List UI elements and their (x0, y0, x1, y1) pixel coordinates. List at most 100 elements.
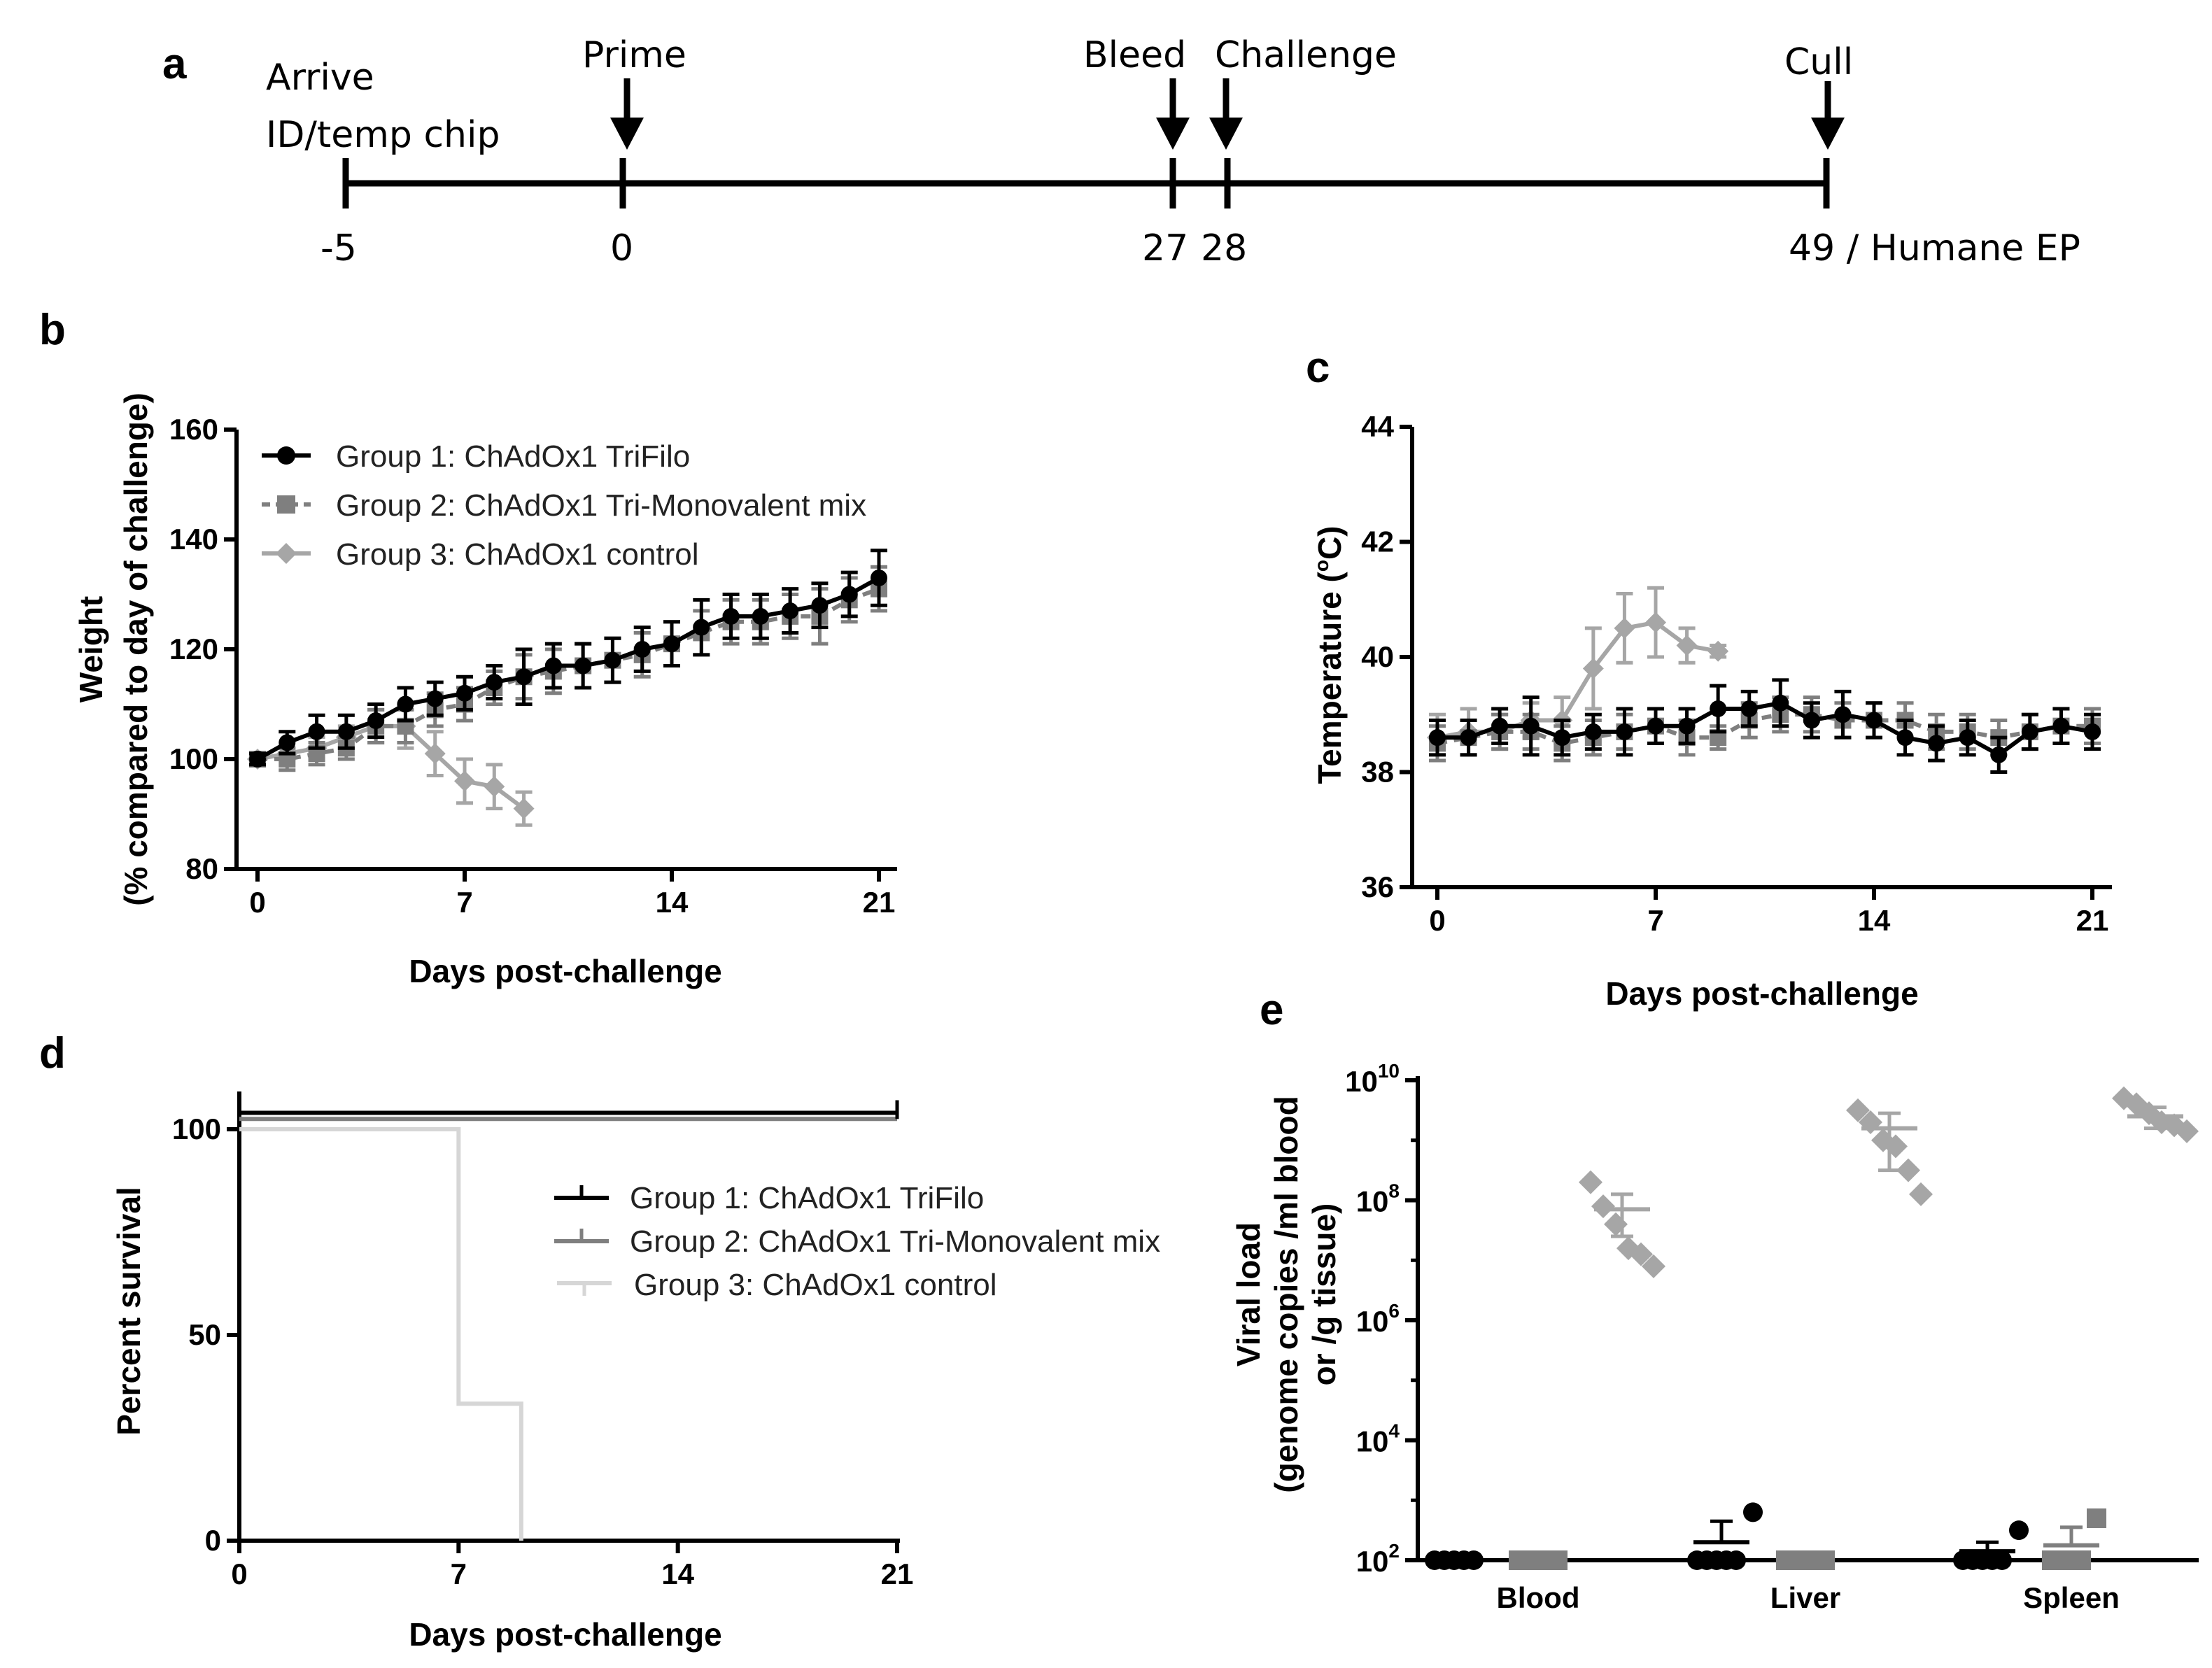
x-tick-label: 21 (881, 1557, 914, 1590)
y-tick-label: 38 (1361, 756, 1394, 789)
data-point (1616, 723, 1633, 740)
data-point (575, 657, 592, 674)
data-point (782, 602, 799, 620)
legend-d-item-1: Group 1: ChAdOx1 TriFilo (554, 1181, 984, 1215)
data-point (2175, 1119, 2199, 1143)
data-point (1554, 729, 1571, 747)
y-tick-label: 108 (1356, 1180, 1400, 1218)
chart-weight: 80 100 120 140 160 0 7 14 21 Days post-challenge… (73, 393, 897, 989)
data-point (840, 586, 858, 603)
timeline-label-idchip: ID/temp chip (266, 114, 500, 156)
series-group-1 (249, 549, 887, 768)
series-line (1437, 700, 2093, 758)
data-point (693, 619, 710, 636)
data-point (1740, 700, 1758, 718)
legend-b-label-1: Group 1: ChAdOx1 TriFilo (336, 439, 690, 474)
legend-d: Group 1: ChAdOx1 TriFilo Group 2: ChAdOx… (554, 1181, 1160, 1302)
data-point (484, 776, 505, 798)
data-point (722, 607, 740, 625)
data-point (1629, 1242, 1653, 1266)
legend-b-item-3: Group 3: ChAdOx1 control (262, 537, 698, 572)
series-group-2 (1509, 1508, 2106, 1570)
panel-letter-d: d (39, 1029, 66, 1077)
data-point (811, 597, 829, 614)
data-point (604, 651, 621, 669)
data-point (1676, 635, 1698, 656)
timeline-day-27: 27 (1142, 227, 1188, 269)
data-point (1896, 1158, 1920, 1182)
timeline-label-bleed: Bleed (1083, 34, 1186, 76)
data-point (1834, 706, 1852, 723)
data-point (1429, 729, 1446, 747)
x-tick-label: 0 (249, 886, 265, 919)
data-point (454, 770, 475, 792)
y-tick-label: 42 (1361, 525, 1394, 558)
axis-title-y: Percent survival (111, 1187, 147, 1435)
data-point (2052, 717, 2070, 735)
data-point (424, 743, 446, 765)
data-point (426, 690, 444, 707)
series-line (258, 586, 880, 761)
timeline-day-49: 49 / Humane EP (1789, 227, 2080, 269)
y-tick-label: 80 (185, 852, 218, 885)
series-group-1 (1425, 1502, 2029, 1570)
data-point (1959, 729, 1976, 747)
timeline-label-challenge: Challenge (1215, 34, 1397, 76)
x-tick-label: 14 (1858, 904, 1891, 937)
data-point (1491, 717, 1509, 735)
data-point (2071, 1550, 2091, 1570)
x-tick-label: 21 (2076, 904, 2109, 937)
arrow-challenge (1209, 78, 1243, 150)
y-tick-label: 44 (1361, 410, 1394, 443)
chart-survival: 0 50 100 0 7 14 21 Days post-challenge Percent… (111, 1091, 1160, 1653)
y-tick-label: 140 (169, 523, 218, 556)
x-tick-label: 21 (863, 886, 896, 919)
data-point (2021, 723, 2038, 740)
data-point (1772, 694, 1789, 712)
data-point (1604, 1212, 1628, 1236)
legend-d-item-3: Group 3: ChAdOx1 control (557, 1268, 996, 1302)
data-point (1614, 617, 1635, 639)
panel-letter-a: a (162, 40, 187, 88)
data-point (397, 695, 414, 713)
y-tick-label: 120 (169, 632, 218, 665)
legend-b-label-3: Group 3: ChAdOx1 control (336, 537, 698, 572)
data-point (1522, 717, 1540, 735)
axis-title-y-sub2: or /g tissue) (1306, 1203, 1342, 1386)
data-point (1846, 1098, 1870, 1122)
legend-d-label-1: Group 1: ChAdOx1 TriFilo (630, 1181, 984, 1215)
data-point (515, 668, 533, 686)
data-point (1803, 712, 1820, 729)
data-point (1678, 717, 1696, 735)
chart-viral-load: 102 104 106 108 1010 Blood Liver Spleen Viral l… (1230, 1060, 2199, 1614)
data-point (1743, 1502, 1763, 1522)
data-point (1992, 1550, 2012, 1570)
legend-b-item-1: Group 1: ChAdOx1 TriFilo (262, 439, 690, 474)
series-group-3 (1579, 1086, 2199, 1278)
axis-title-y-sub1: (genome copies /ml blood (1268, 1096, 1304, 1492)
data-point (1645, 612, 1666, 633)
axis-title-y-sub: (% compared to day of challenge) (118, 393, 154, 906)
y-tick-label: 100 (172, 1112, 221, 1145)
x-tick-label: 7 (456, 886, 472, 919)
data-point (456, 684, 473, 702)
x-tick-label: 7 (1647, 904, 1663, 937)
data-point (1896, 729, 1914, 747)
legend-b-item-2: Group 2: ChAdOx1 Tri-Monovalent mix (262, 488, 866, 523)
survival-curve-group-3 (239, 1127, 523, 1541)
data-point (1928, 735, 1945, 752)
category-label: Spleen (2023, 1581, 2120, 1614)
timeline-label-cull: Cull (1784, 41, 1853, 83)
x-tick-label: 0 (231, 1557, 247, 1590)
data-point (1591, 1194, 1615, 1219)
data-point (2087, 1508, 2106, 1528)
x-tick-label: 7 (451, 1557, 467, 1590)
axis-title-x: Days post-challenge (409, 1616, 721, 1653)
data-point (308, 723, 325, 740)
y-tick-label: 106 (1356, 1300, 1400, 1338)
y-tick-label: 40 (1361, 640, 1394, 673)
x-tick-label: 14 (661, 1557, 694, 1590)
data-point (633, 641, 651, 658)
y-tick-label: 104 (1356, 1420, 1400, 1458)
